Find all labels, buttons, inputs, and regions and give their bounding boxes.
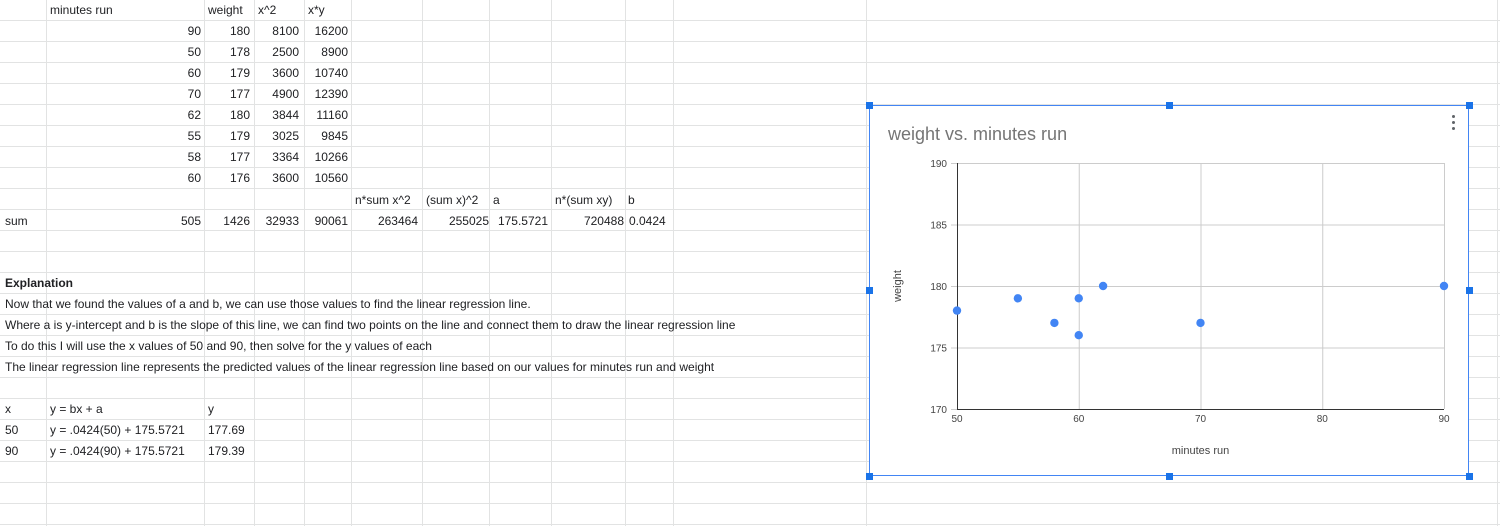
- resize-handle-bl[interactable]: [866, 473, 873, 480]
- cell-xy[interactable]: 10740: [314, 66, 348, 80]
- cell-xy[interactable]: 8900: [321, 45, 348, 59]
- cell-x-squared[interactable]: 3600: [272, 66, 299, 80]
- cell-xy[interactable]: 10266: [314, 150, 348, 164]
- cell-header-x-squared[interactable]: x^2: [258, 3, 277, 17]
- cell-weight[interactable]: 177: [229, 150, 250, 164]
- data-point: [1439, 281, 1449, 291]
- resize-handle-ml[interactable]: [866, 287, 873, 294]
- cell-header-n-sum-x2[interactable]: n*sum x^2: [355, 193, 411, 207]
- cell-x-squared[interactable]: 2500: [272, 45, 299, 59]
- cell-xy[interactable]: 16200: [314, 24, 348, 38]
- y-tick-label: 180: [930, 282, 947, 293]
- cell-header-minutes-run[interactable]: minutes run: [50, 3, 113, 17]
- data-point: [952, 306, 962, 315]
- cell-header-sum-x-squared[interactable]: (sum x)^2: [426, 193, 479, 207]
- cell-minutes[interactable]: 70: [187, 87, 201, 101]
- explanation-heading[interactable]: Explanation: [5, 276, 74, 290]
- resize-handle-tl[interactable]: [866, 102, 873, 109]
- y-tick-label: 175: [930, 344, 947, 355]
- resize-handle-tm[interactable]: [1166, 102, 1173, 109]
- data-point: [1196, 318, 1205, 328]
- cell-sum-label[interactable]: sum: [5, 214, 28, 228]
- y-tick-label: 170: [930, 405, 947, 416]
- scatter-chart[interactable]: weight vs. minutes run 170 175 180 185 190 50…: [869, 105, 1469, 476]
- cell-x-squared[interactable]: 3600: [272, 171, 299, 185]
- x-tick-label: 80: [1317, 414, 1329, 425]
- cell-weight[interactable]: 179: [229, 129, 250, 143]
- cell-header-weight[interactable]: weight: [208, 3, 243, 17]
- cell-pred-y[interactable]: 179.39: [208, 444, 245, 458]
- cell-sum-n-sum-xy[interactable]: 720488: [583, 214, 624, 228]
- cell-xy[interactable]: 12390: [314, 87, 348, 101]
- y-axis-label: weight: [892, 270, 904, 303]
- data-point: [1050, 318, 1059, 328]
- resize-handle-br[interactable]: [1466, 473, 1473, 480]
- cell-minutes[interactable]: 90: [187, 24, 201, 38]
- cell-sum-weight[interactable]: 1426: [223, 214, 250, 228]
- cell-sum-xy[interactable]: 90061: [314, 214, 348, 228]
- cell-pred-formula[interactable]: y = .0424(50) + 175.5721: [50, 423, 185, 437]
- cell-header-b[interactable]: b: [628, 193, 635, 207]
- cell-weight[interactable]: 180: [229, 108, 250, 122]
- cell-sum-n-sum-x2[interactable]: 263464: [377, 214, 418, 228]
- resize-handle-bm[interactable]: [1166, 473, 1173, 480]
- explanation-line-1[interactable]: Now that we found the values of a and b,…: [5, 297, 531, 311]
- x-tick-label: 50: [951, 414, 963, 425]
- cell-pred-formula[interactable]: y = .0424(90) + 175.5721: [50, 444, 185, 458]
- cell-pred-x[interactable]: 50: [5, 423, 19, 437]
- more-options-icon[interactable]: [1446, 112, 1460, 134]
- cell-pred-x[interactable]: 90: [5, 444, 19, 458]
- cell-pred-header-x[interactable]: x: [5, 402, 11, 416]
- cell-minutes[interactable]: 62: [187, 108, 201, 122]
- cell-sum-b[interactable]: 0.0424: [629, 214, 666, 228]
- chart-plot: 170 175 180 185 190 50 60 70 80 90 minutes run weig…: [892, 159, 1450, 457]
- cell-x-squared[interactable]: 8100: [272, 24, 299, 38]
- y-tick-label: 190: [930, 159, 947, 170]
- cell-x-squared[interactable]: 3025: [272, 129, 299, 143]
- cell-header-xy[interactable]: x*y: [308, 3, 325, 17]
- cell-x-squared[interactable]: 3844: [272, 108, 299, 122]
- cell-xy[interactable]: 9845: [321, 129, 348, 143]
- cell-header-n-sum-xy[interactable]: n*(sum xy): [555, 193, 613, 207]
- cell-xy[interactable]: 11160: [316, 108, 348, 122]
- cell-sum-a[interactable]: 175.5721: [497, 214, 548, 228]
- cell-minutes[interactable]: 55: [187, 129, 201, 143]
- explanation-line-3[interactable]: To do this I will use the x values of 50…: [5, 339, 432, 353]
- cell-weight[interactable]: 176: [229, 171, 250, 185]
- cell-weight[interactable]: 180: [229, 24, 250, 38]
- cell-sum-sum-x-squared[interactable]: 255025: [448, 214, 489, 228]
- cell-x-squared[interactable]: 4900: [272, 87, 299, 101]
- cell-weight[interactable]: 178: [229, 45, 250, 59]
- cell-weight[interactable]: 179: [229, 66, 250, 80]
- cell-x-squared[interactable]: 3364: [272, 150, 299, 164]
- y-tick-label: 185: [930, 221, 947, 232]
- cell-header-a[interactable]: a: [493, 193, 500, 207]
- cell-minutes[interactable]: 50: [187, 45, 201, 59]
- chart-title: weight vs. minutes run: [888, 124, 1068, 144]
- x-tick-label: 70: [1195, 414, 1207, 425]
- explanation-line-4[interactable]: The linear regression line represents th…: [5, 360, 715, 374]
- x-tick-label: 60: [1073, 414, 1085, 425]
- cell-minutes[interactable]: 60: [187, 66, 201, 80]
- x-axis-label: minutes run: [1172, 445, 1229, 457]
- cell-xy[interactable]: 10560: [314, 171, 348, 185]
- explanation-line-2[interactable]: Where a is y-intercept and b is the slop…: [5, 318, 736, 332]
- cell-pred-header-formula[interactable]: y = bx + a: [50, 402, 103, 416]
- data-point: [1098, 281, 1108, 291]
- cell-weight[interactable]: 177: [229, 87, 250, 101]
- cell-minutes[interactable]: 60: [187, 171, 201, 185]
- resize-handle-tr[interactable]: [1466, 102, 1473, 109]
- resize-handle-mr[interactable]: [1466, 287, 1473, 294]
- data-point: [1074, 294, 1083, 303]
- cell-pred-y[interactable]: 177.69: [208, 423, 245, 437]
- cell-sum-minutes[interactable]: 505: [180, 214, 201, 228]
- data-point: [1074, 331, 1083, 340]
- x-tick-label: 90: [1438, 414, 1450, 425]
- data-point: [1013, 294, 1023, 303]
- cell-minutes[interactable]: 58: [187, 150, 201, 164]
- cell-pred-header-y[interactable]: y: [208, 402, 214, 416]
- cell-sum-x2[interactable]: 32933: [265, 214, 299, 228]
